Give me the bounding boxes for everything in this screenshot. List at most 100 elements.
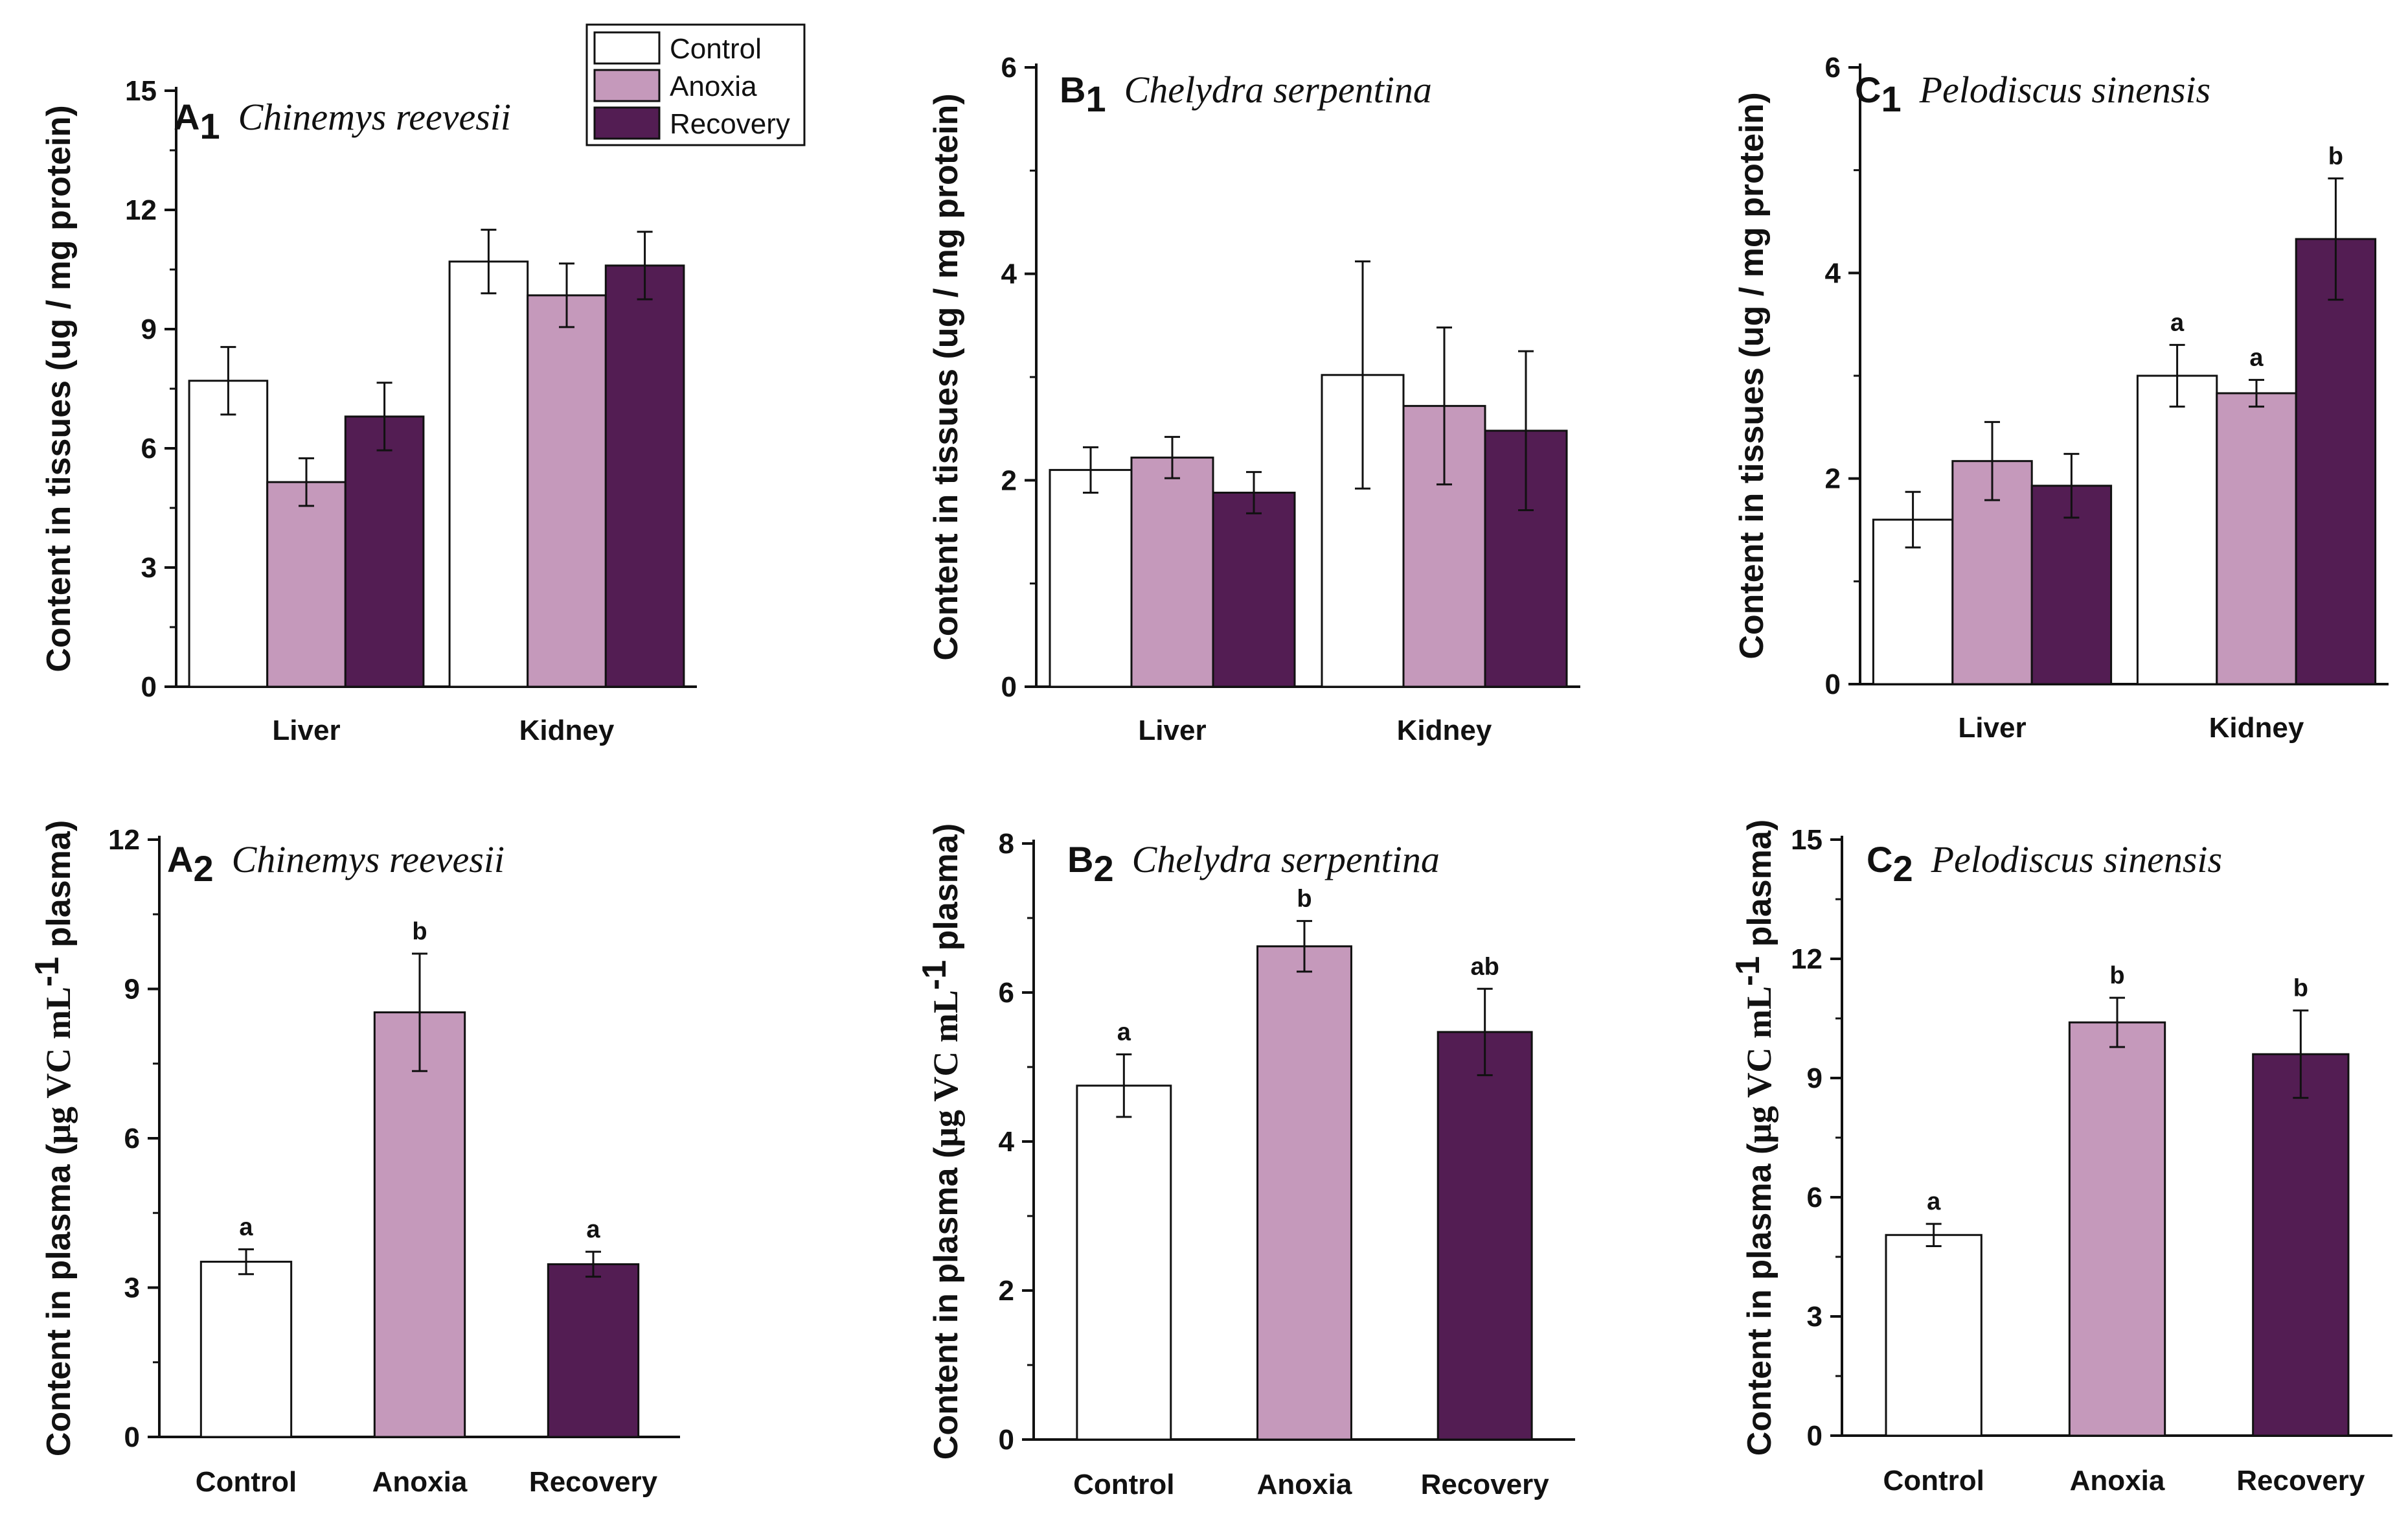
significance-label: ab [1470, 953, 1499, 980]
y-axis-label-part: plasma) [927, 823, 965, 960]
y-axis-label-part: -1 [916, 960, 953, 990]
significance-label: b [1297, 886, 1312, 913]
y-tick-label: 12 [1791, 943, 1823, 975]
bar-recovery [547, 1263, 640, 1438]
significance-label: a [2170, 309, 2185, 336]
x-tick-label: Control [1073, 1469, 1174, 1500]
y-tick-label: 9 [124, 974, 140, 1005]
x-tick-label: Liver [272, 715, 340, 746]
panel-title: C2 Pelodiscus sinensis [1867, 838, 2222, 889]
species-name: Chelydra serpentina [1124, 69, 1432, 111]
legend-swatch-recovery [593, 106, 661, 140]
x-tick-label: Control [1883, 1465, 1984, 1497]
x-tick-label: Recovery [1421, 1469, 1550, 1500]
x-tick-label: Liver [1138, 715, 1206, 746]
y-tick-label: 12 [108, 824, 140, 856]
chart-panel-b1: 0 2 4 6 B1 Chelydra serpentina Content in tiss… [927, 52, 1580, 746]
bar-anoxia [527, 294, 607, 688]
x-tick-label: Liver [1958, 712, 2026, 744]
x-tick-label: Kidney [1397, 715, 1492, 746]
y-tick-label: 15 [1791, 824, 1823, 856]
bar-recovery [1437, 1031, 1533, 1441]
y-axis-label-part: μg VC mL [1740, 986, 1778, 1143]
y-axis-label: Content in tissues (ug / mg protein) [927, 93, 965, 660]
significance-label: a [1927, 1188, 1941, 1215]
x-tick-label: Recovery [529, 1466, 658, 1498]
y-tick-label: 6 [999, 977, 1014, 1009]
bar-anoxia [1130, 456, 1214, 688]
y-axis-label: Content in tissues (ug / mg protein) [1733, 92, 1771, 659]
y-tick-label: 9 [141, 314, 157, 345]
y-axis-label: Content in plasma (μg VC mL-1 plasma) [28, 820, 78, 1456]
y-tick-label: 2 [1001, 465, 1017, 496]
x-tick-label: Anoxia [2070, 1465, 2165, 1497]
panel-title: B2 Chelydra serpentina [1067, 838, 1440, 889]
legend-swatch-control [593, 31, 661, 65]
significance-label: b [2328, 143, 2343, 170]
significance-label: b [412, 918, 427, 945]
panel-subscript: 1 [199, 106, 220, 146]
panel-letter: B [1060, 69, 1085, 110]
species-name: Pelodiscus sinensis [1919, 69, 2210, 111]
y-tick-label: 6 [141, 433, 157, 465]
panel-letter: A [167, 839, 193, 880]
y-tick-label: 2 [1825, 463, 1841, 495]
panel-title: C1 Pelodiscus sinensis [1855, 69, 2210, 119]
panel-title: B1 Chelydra serpentina [1060, 69, 1432, 119]
y-tick-label: 3 [141, 552, 157, 584]
x-tick-label: Kidney [519, 715, 615, 746]
y-tick-label: 6 [1825, 52, 1841, 84]
y-tick-label: 2 [999, 1275, 1014, 1307]
y-axis-label: Content in plasma (μg VC mL-1 plasma) [1729, 820, 1778, 1456]
significance-label: b [2109, 962, 2124, 989]
species-name: Chinemys reevesii [232, 838, 505, 880]
y-axis-label-part: Content in plasma ( [1741, 1143, 1778, 1456]
bar-anoxia [266, 481, 346, 688]
y-tick-label: 0 [1825, 669, 1841, 700]
species-name: Chinemys reevesii [238, 96, 511, 138]
legend-label-anoxia: Anoxia [670, 71, 757, 102]
x-tick-label: Recovery [2236, 1465, 2365, 1497]
y-tick-label: 9 [1807, 1062, 1823, 1094]
legend-label-recovery: Recovery [670, 108, 790, 140]
y-axis-label-part: Content in plasma ( [40, 1143, 78, 1456]
bar-control [2136, 374, 2218, 685]
panel-title: A2 Chinemys reevesii [167, 838, 505, 889]
bar-recovery [1212, 491, 1296, 688]
panel-letter: C [1867, 839, 1892, 880]
y-tick-label: 4 [1825, 257, 1841, 289]
panel-letter: B [1067, 839, 1093, 880]
species-name: Chelydra serpentina [1132, 838, 1440, 880]
y-tick-label: 15 [125, 75, 157, 107]
bar-control [448, 260, 529, 688]
bar-recovery [344, 415, 425, 688]
panel-subscript: 2 [1892, 848, 1913, 889]
bar-control [1076, 1085, 1172, 1441]
y-axis-label: Content in tissues (ug / mg protein) [40, 105, 78, 672]
bar-recovery [2030, 485, 2113, 685]
y-tick-label: 6 [1807, 1182, 1823, 1213]
x-tick-label: Anoxia [372, 1466, 468, 1498]
y-tick-label: 8 [999, 828, 1014, 860]
y-tick-label: 3 [1807, 1301, 1823, 1333]
chart-panel-c2: 0 3 6 9 12 15 C2 Pelodiscus sinensis Content in … [1729, 820, 2392, 1497]
y-tick-label: 0 [1807, 1420, 1823, 1452]
bar-control [1049, 468, 1133, 688]
y-axis-label-part: plasma) [40, 820, 78, 957]
panel-subscript: 1 [1881, 78, 1901, 119]
legend-swatch-anoxia [593, 69, 661, 102]
y-axis-label-part: -1 [1729, 956, 1767, 986]
x-tick-label: Control [196, 1466, 297, 1498]
legend: Control Anoxia Recovery [585, 23, 806, 146]
panel-letter: A [174, 97, 199, 137]
chart-panel-c1: 0 2 4 6C1 Pelodiscus sinensis Content in tiss… [1733, 52, 2389, 744]
significance-label: a [586, 1216, 600, 1243]
bar-anoxia [1256, 945, 1352, 1441]
y-tick-label: 4 [1001, 258, 1017, 290]
y-tick-label: 6 [124, 1123, 140, 1154]
significance-label: b [2293, 975, 2308, 1002]
bar-recovery [2295, 238, 2377, 685]
panel-title: A1 Chinemys reevesii [174, 96, 511, 146]
significance-label: a [2249, 344, 2264, 371]
